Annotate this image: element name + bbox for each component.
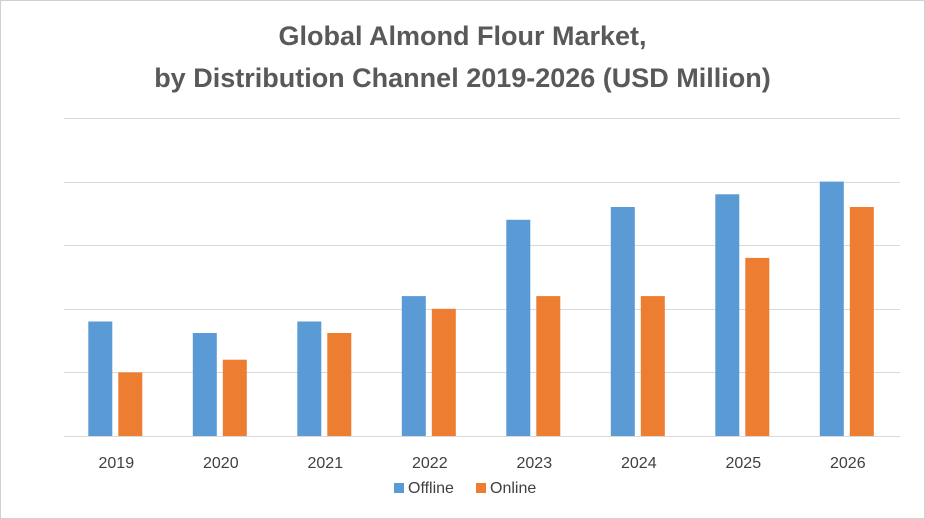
x-tick-labels: 2019 2020 2021 2022 2023 2024 2025 2026 [99, 455, 866, 472]
legend: Offline Online [394, 480, 536, 497]
bar-offline-2019 [88, 321, 113, 436]
x-tick-label-2019: 2019 [99, 455, 135, 472]
bar-offline-2025 [715, 194, 740, 436]
bar-offline-2020 [192, 333, 217, 436]
x-tick-label-2023: 2023 [517, 455, 553, 472]
bar-offline-2022 [401, 296, 426, 436]
x-tick-label-2026: 2026 [830, 455, 866, 472]
bar-online-2024 [640, 296, 665, 436]
bar-online-2022 [431, 308, 456, 436]
bar-online-2023 [536, 296, 561, 436]
bar-online-2019 [118, 372, 143, 436]
x-tick-label-2020: 2020 [203, 455, 239, 472]
chart-title-line-1: Global Almond Flour Market, [278, 21, 647, 51]
bar-offline-2021 [297, 321, 322, 436]
bar-online-2020 [222, 359, 247, 436]
bar-online-2021 [327, 333, 352, 436]
gridlines [64, 118, 900, 373]
chart-title-line-2: by Distribution Channel 2019-2026 (USD M… [154, 63, 771, 93]
x-tick-label-2024: 2024 [621, 455, 657, 472]
legend-swatch-offline [394, 483, 404, 493]
bar-offline-2026 [819, 181, 844, 436]
bar-online-2025 [745, 257, 770, 436]
x-tick-label-2021: 2021 [308, 455, 344, 472]
bars [88, 181, 874, 436]
legend-label-offline: Offline [408, 480, 454, 497]
x-tick-label-2022: 2022 [412, 455, 448, 472]
bar-offline-2024 [610, 207, 635, 436]
x-tick-label-2025: 2025 [726, 455, 762, 472]
legend-swatch-online [476, 483, 486, 493]
chart-title: Global Almond Flour Market, by Distribut… [1, 15, 924, 99]
bar-offline-2023 [506, 219, 531, 436]
legend-label-online: Online [490, 480, 536, 497]
bar-online-2026 [849, 207, 874, 436]
